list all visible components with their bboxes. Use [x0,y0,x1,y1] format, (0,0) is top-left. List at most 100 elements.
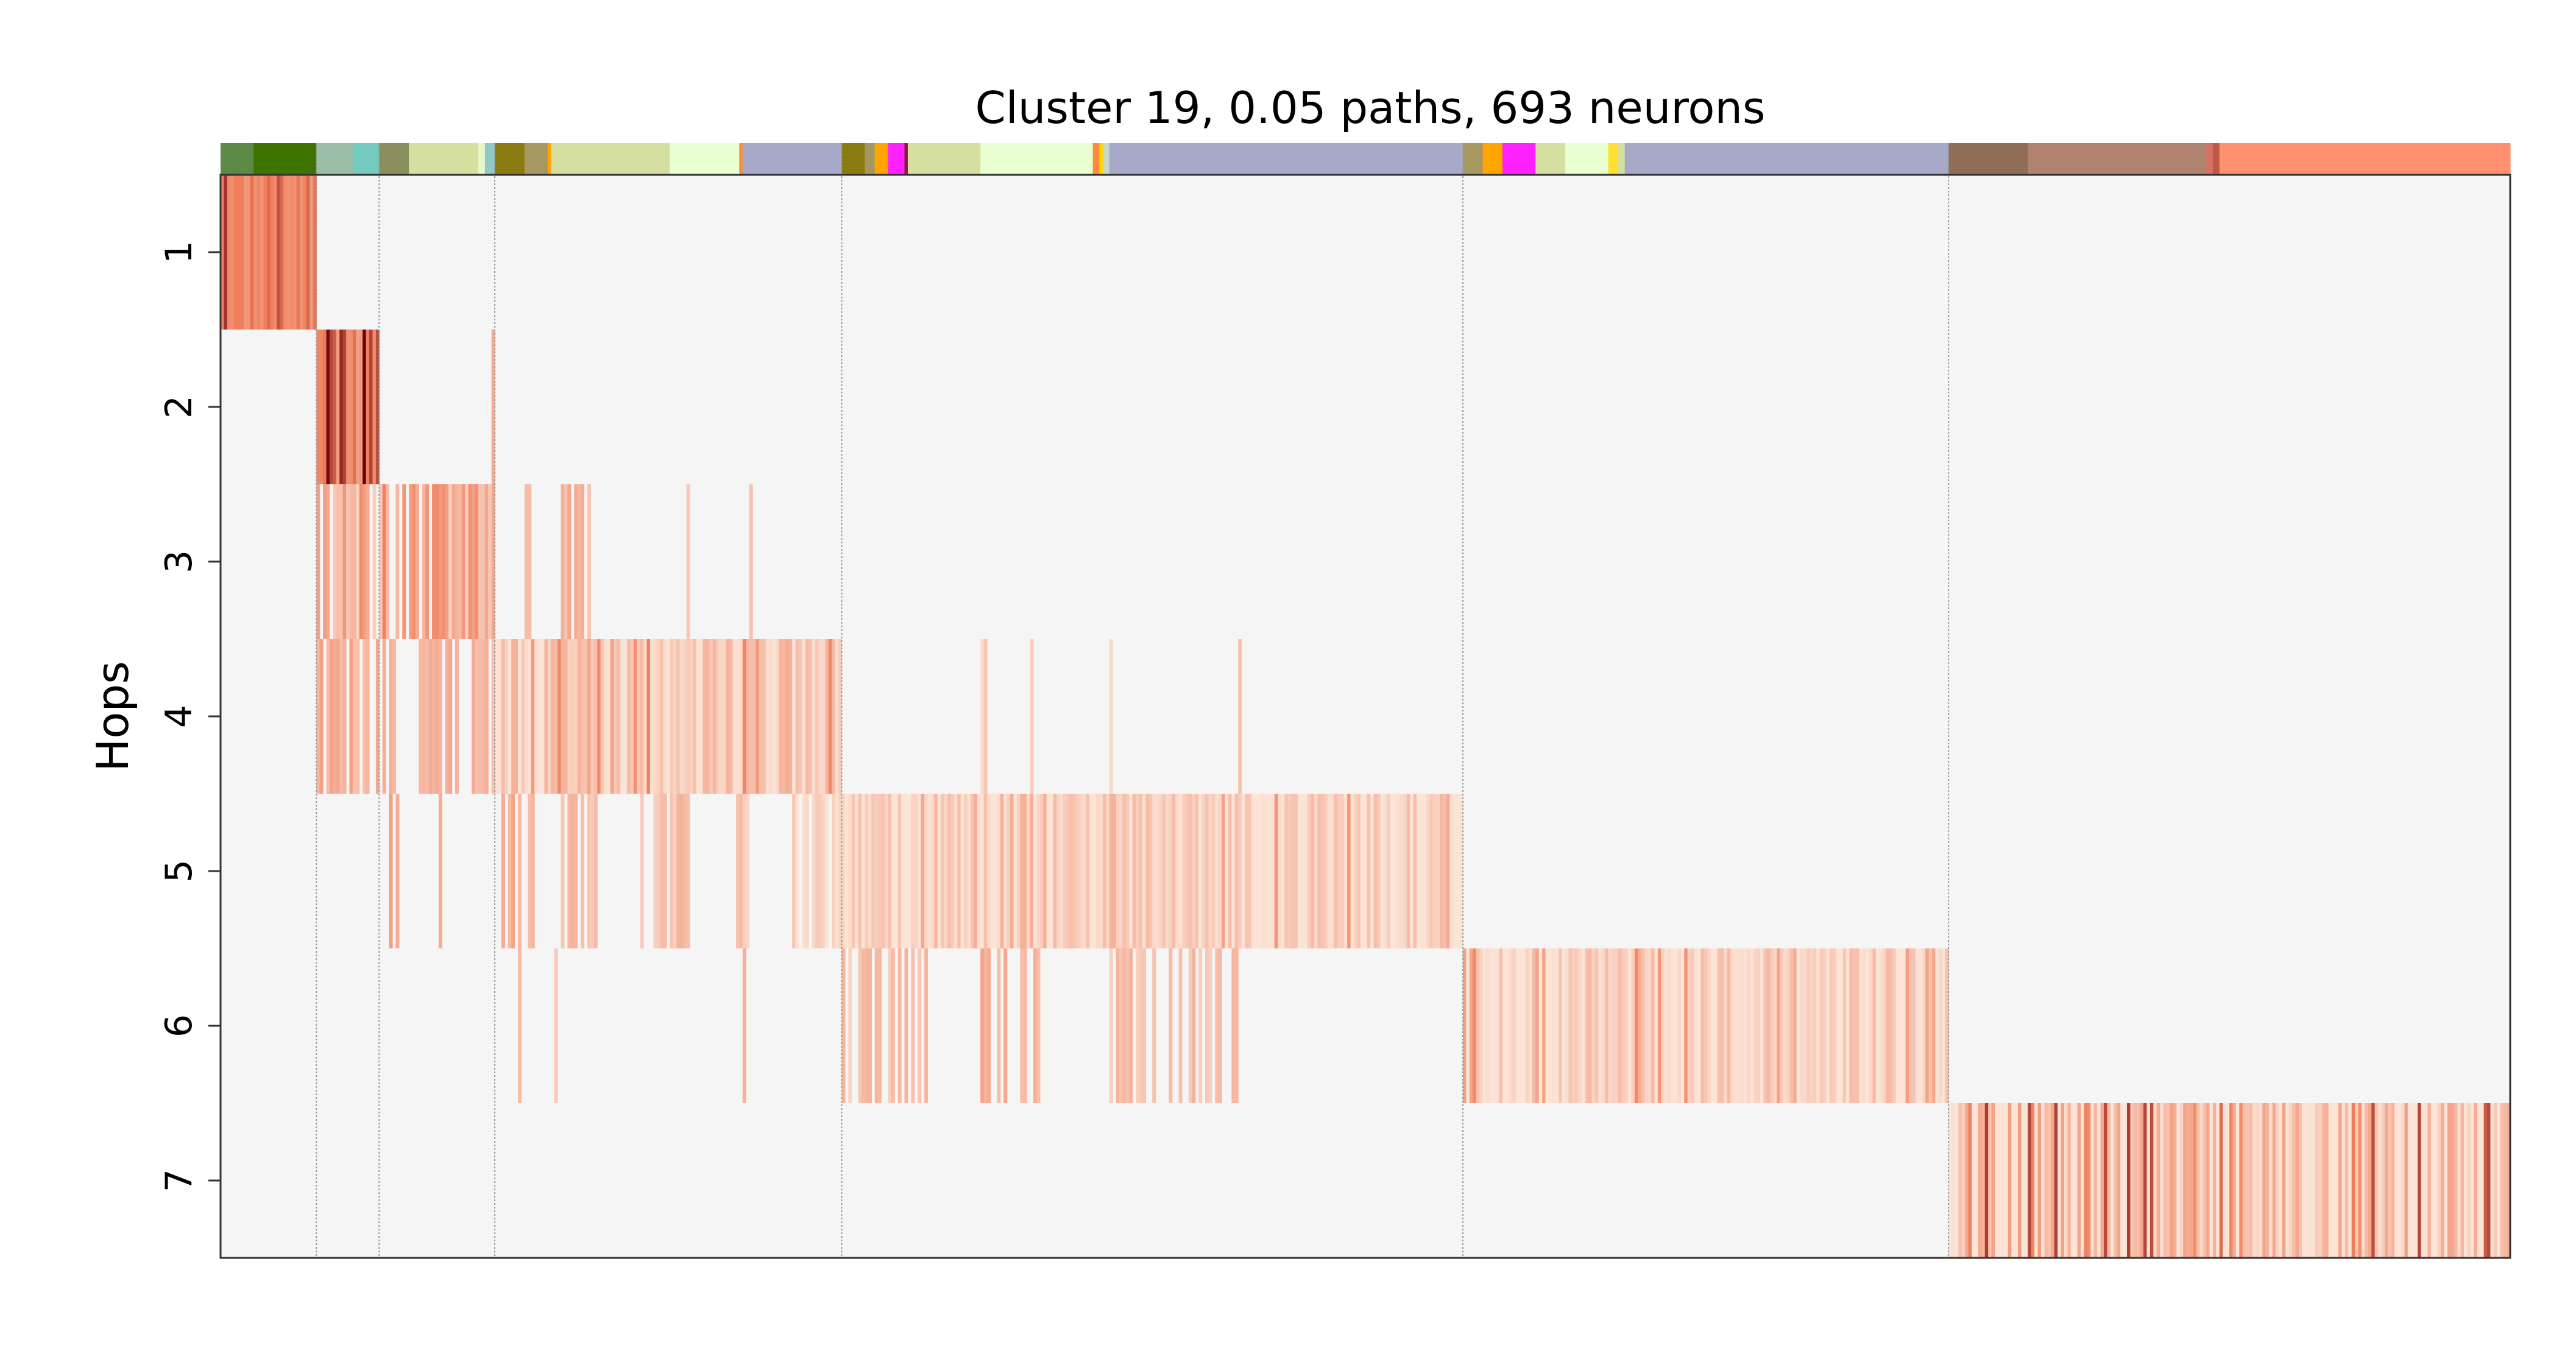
y-tick-label: 5 [158,860,200,883]
heatmap-cell [640,794,644,948]
top-bar-segment [874,143,888,175]
top-bar-segment [221,143,254,175]
heatmap-cell [1757,948,1761,1103]
top-bar-segment [1565,143,1609,175]
heatmap-cell [1975,1103,1979,1258]
heatmap-cell [511,639,515,794]
heatmap-cell [1753,948,1758,1103]
heatmap-cell [1747,948,1751,1103]
heatmap-cell [637,639,641,794]
heatmap-cell [2302,1103,2306,1258]
heatmap-cell [352,484,356,639]
heatmap-cell [1429,794,1434,948]
heatmap-cell [1033,794,1038,948]
heatmap-cell [1268,794,1272,948]
heatmap-cell [1961,1103,1966,1258]
heatmap-cell [339,639,344,794]
heatmap-cell [375,639,380,794]
heatmap-cell [735,794,740,948]
heatmap-cell [2427,1103,2432,1258]
heatmap-cell [2272,1103,2276,1258]
heatmap-cell [686,639,690,794]
heatmap-cell [1542,948,1546,1103]
heatmap-cell [686,794,690,948]
heatmap-cell [230,175,235,330]
heatmap-cell [221,175,225,330]
heatmap-cell [2097,1103,2101,1258]
heatmap-cell [432,639,436,794]
heatmap-cell [1023,948,1027,1103]
heatmap-cell [1532,948,1536,1103]
y-tick-label: 1 [158,241,200,264]
heatmap-cell [2368,1103,2372,1258]
heatmap-cell [765,639,770,794]
heatmap-cell [514,639,518,794]
heatmap-cell [1297,794,1301,948]
heatmap-cell [263,175,267,330]
heatmap-cell [1340,794,1345,948]
heatmap-cell [316,639,320,794]
heatmap-cell [1195,794,1199,948]
top-bar-segment [1535,143,1566,175]
heatmap-cell [422,639,426,794]
heatmap-cell [518,948,522,1103]
heatmap-cell [1833,948,1837,1103]
heatmap-cell [937,794,941,948]
heatmap-cell [1311,794,1315,948]
heatmap-cell [2309,1103,2313,1258]
heatmap-cell [742,948,746,1103]
heatmap-cell [1192,948,1196,1103]
heatmap-cell [1819,948,1824,1103]
heatmap-cell [1793,948,1797,1103]
heatmap-cell [1612,948,1616,1103]
heatmap-cell [805,794,809,948]
heatmap-cell [1370,794,1375,948]
heatmap-cell [1027,794,1031,948]
heatmap-cell [1139,948,1143,1103]
heatmap-cell [782,639,786,794]
top-bar-segment [980,143,1094,175]
heatmap-cell [495,639,499,794]
heatmap-cell [386,484,390,639]
heatmap-cell [1859,948,1863,1103]
heatmap-cell [1571,948,1576,1103]
heatmap-cell [316,484,320,639]
heatmap-cell [561,794,565,948]
heatmap-cell [891,794,895,948]
heatmap-cell [402,484,406,639]
heatmap-cell [927,794,932,948]
heatmap-cell [363,330,367,484]
heatmap-cell [2414,1103,2418,1258]
heatmap-cell [1169,948,1173,1103]
heatmap-cell [1654,948,1658,1103]
heatmap-cell [1390,794,1394,948]
heatmap-cell [2265,1103,2270,1258]
heatmap-cell [501,794,505,948]
heatmap-cell [2444,1103,2448,1258]
heatmap-cell [2477,1103,2481,1258]
heatmap-cell [1033,948,1038,1103]
heatmap-cell [825,639,829,794]
heatmap-cell [319,330,324,484]
heatmap-cell [475,484,479,639]
heatmap-cell [1420,794,1424,948]
heatmap-cell [1215,948,1219,1103]
heatmap-cell [577,639,581,794]
heatmap-cell [382,639,386,794]
heatmap-cell [713,639,717,794]
heatmap-cell [2170,1103,2174,1258]
heatmap-cell [1796,948,1800,1103]
heatmap-cell [1205,948,1209,1103]
heatmap-cell [679,639,684,794]
heatmap-cell [1740,948,1744,1103]
top-bar-segment [1502,143,1536,175]
heatmap-cell [2196,1103,2200,1258]
heatmap-cell [2454,1103,2458,1258]
heatmap-cell [349,330,353,484]
heatmap-cell [1347,794,1351,948]
heatmap-cell [1132,794,1136,948]
top-bar-segment [1102,143,1110,175]
heatmap-cell [2378,1103,2382,1258]
heatmap-cell [812,794,816,948]
heatmap-cell [759,639,763,794]
